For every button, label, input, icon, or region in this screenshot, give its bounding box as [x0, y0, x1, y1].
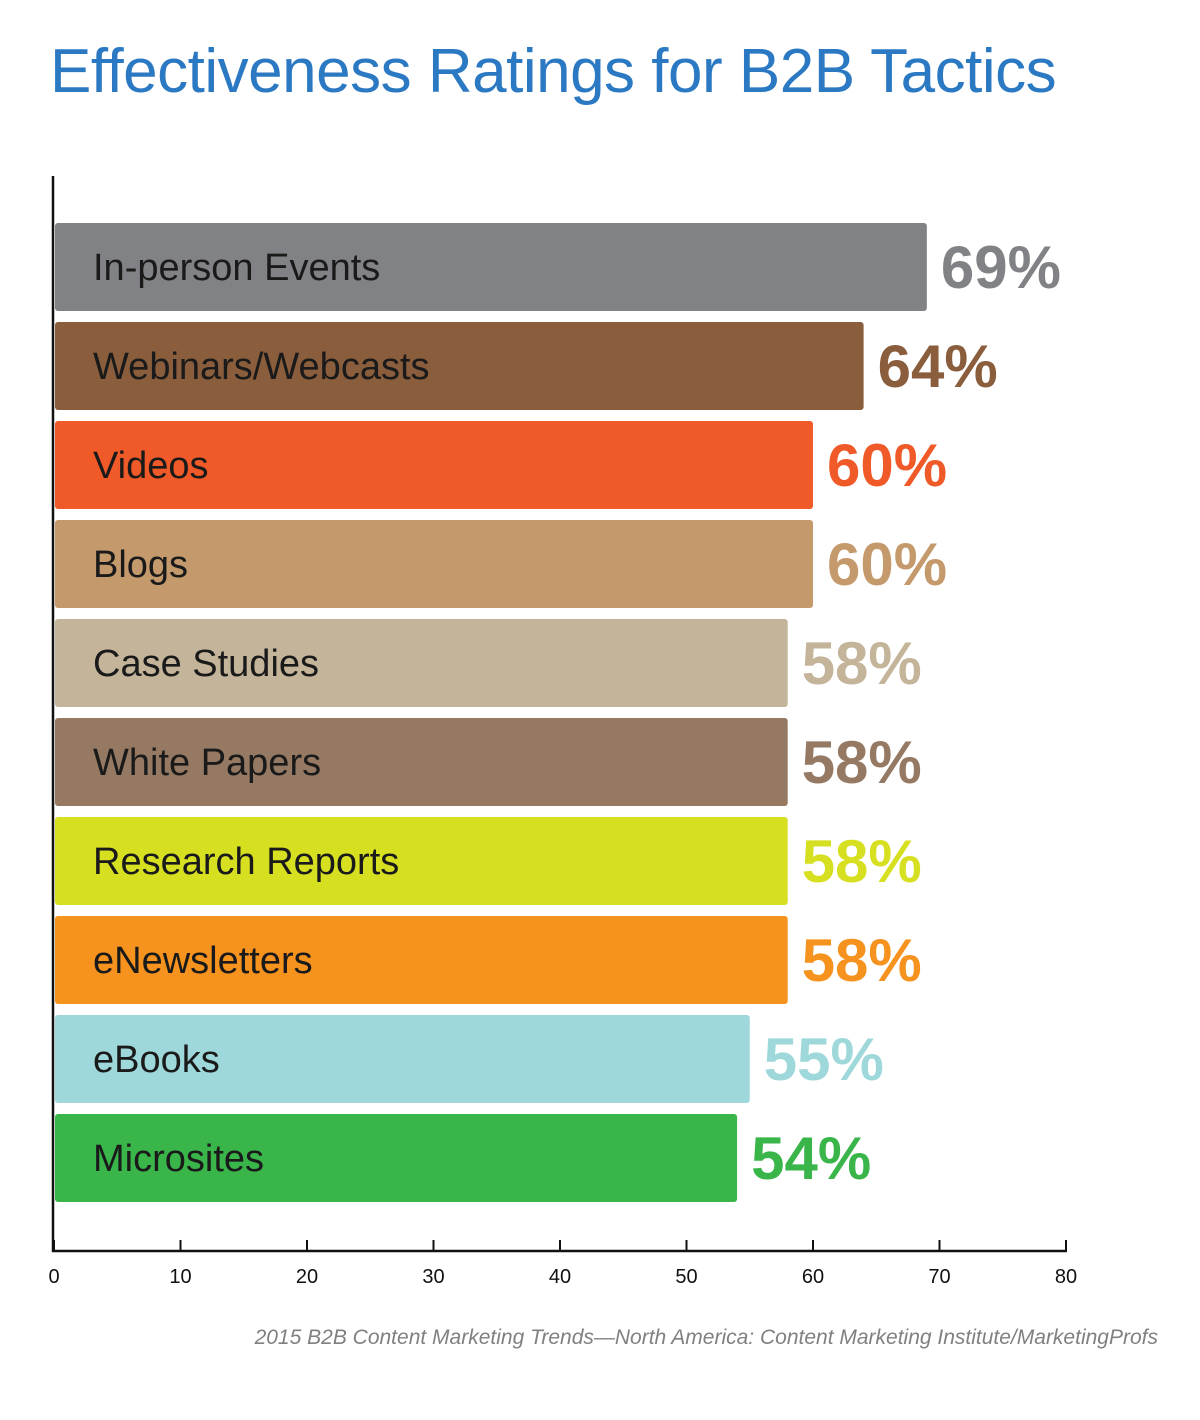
x-tick-label: 0: [48, 1266, 59, 1288]
bar-category-label: eBooks: [93, 1039, 220, 1081]
x-tick-label: 40: [549, 1266, 571, 1288]
bar: [55, 421, 813, 509]
bar-value-label: 58%: [802, 927, 922, 994]
x-tick-label: 30: [422, 1266, 444, 1288]
bar: [55, 1114, 738, 1202]
bar-category-label: Microsites: [93, 1138, 264, 1180]
bar-value-label: 60%: [827, 432, 947, 499]
bar-category-label: Videos: [93, 445, 209, 487]
x-tick-label: 60: [802, 1266, 824, 1288]
x-tick-label: 80: [1055, 1266, 1077, 1288]
x-tick-label: 20: [296, 1266, 318, 1288]
bar: [55, 619, 788, 707]
source-note: 2015 B2B Content Marketing Trends—North …: [254, 1326, 1158, 1349]
bar-category-label: Research Reports: [93, 841, 399, 883]
bar-value-label: 60%: [827, 531, 947, 598]
x-tick-label: 10: [169, 1266, 191, 1288]
bar-value-label: 69%: [941, 234, 1061, 301]
bar: [55, 223, 927, 311]
chart-title: Effectiveness Ratings for B2B Tactics: [50, 37, 1057, 106]
bar: [55, 718, 788, 806]
bar-category-label: Case Studies: [93, 643, 319, 685]
bar-category-label: Webinars/Webcasts: [93, 346, 430, 388]
bar-value-label: 55%: [764, 1026, 884, 1093]
bar-category-label: Blogs: [93, 544, 188, 586]
bar: [55, 322, 864, 410]
bar-value-label: 58%: [802, 729, 922, 796]
bar-value-label: 58%: [802, 630, 922, 697]
x-tick-label: 50: [675, 1266, 697, 1288]
bar-category-label: eNewsletters: [93, 940, 313, 982]
bar: [55, 916, 788, 1004]
bar: [55, 520, 813, 608]
bar-value-label: 64%: [878, 333, 998, 400]
bar-value-label: 58%: [802, 828, 922, 895]
bar-value-label: 54%: [751, 1125, 871, 1192]
x-tick-label: 70: [928, 1266, 950, 1288]
bar-category-label: White Papers: [93, 742, 321, 784]
bar: [55, 1015, 750, 1103]
bar: [55, 817, 788, 905]
bar-category-label: In-person Events: [93, 247, 380, 289]
